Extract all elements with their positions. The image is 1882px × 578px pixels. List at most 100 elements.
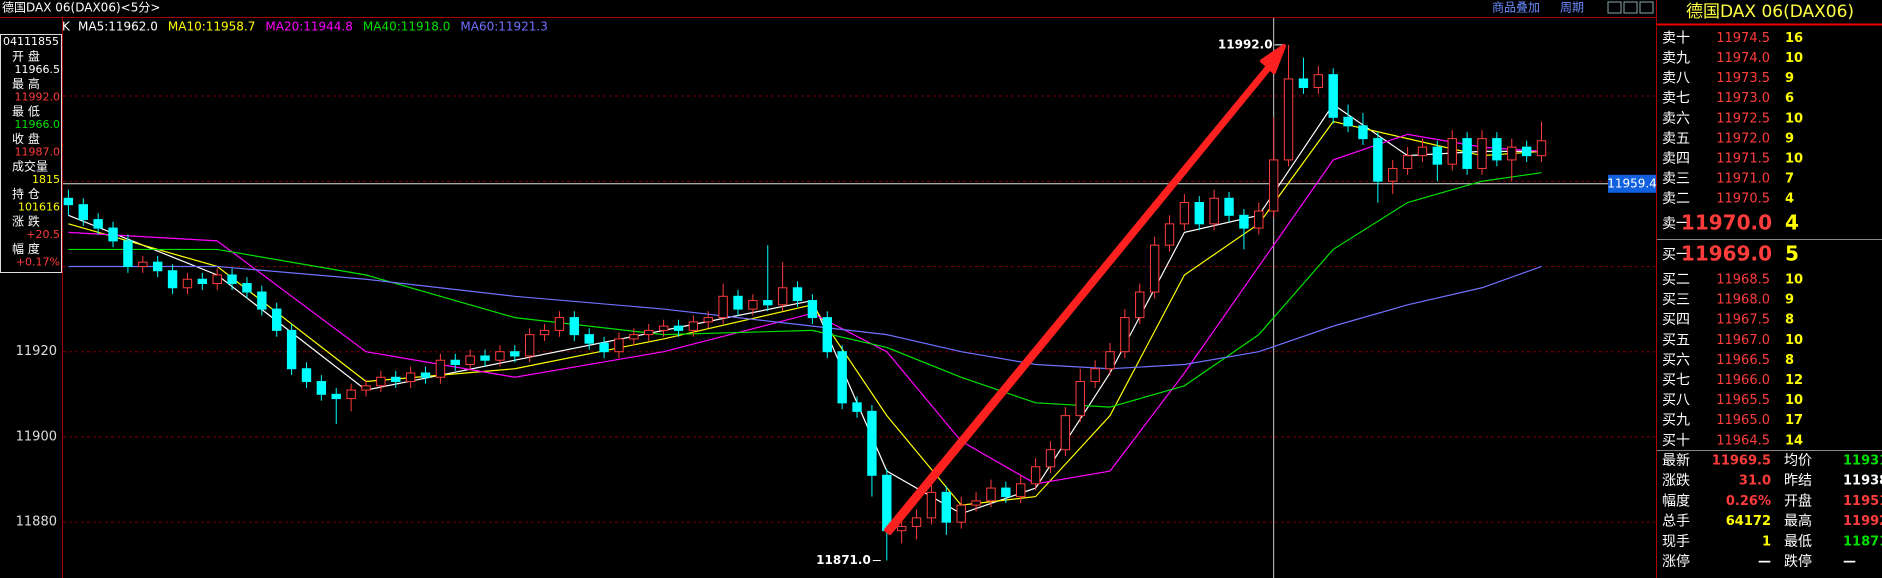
book-qty: 5 (1785, 242, 1799, 266)
quote-value: 64172 (1726, 514, 1771, 529)
candle-body (1179, 202, 1190, 225)
quote-value: 31.0 (1739, 474, 1771, 489)
y-tick-label: 11880 (16, 515, 57, 530)
book-label: 卖八 (1662, 71, 1690, 87)
annotation-label: 11992.0 (1218, 37, 1273, 51)
candle-body (673, 325, 684, 331)
candle-body (152, 261, 163, 272)
book-price: 11971.0 (1716, 172, 1770, 187)
period-button[interactable]: 周期 (1560, 1, 1584, 15)
quote-value: 1 (1762, 534, 1771, 549)
candle-body (1328, 74, 1338, 118)
quote-label: 幅度 (1662, 493, 1690, 509)
candle-body (971, 500, 981, 506)
candle-body (1492, 138, 1502, 161)
quote-value: — (1843, 555, 1856, 570)
book-qty: 14 (1785, 433, 1803, 448)
book-price: 11973.5 (1716, 71, 1770, 86)
candle-body (1239, 214, 1249, 229)
info-value: +0.17% (16, 256, 60, 269)
candle-body (480, 355, 490, 361)
candle-body (718, 295, 728, 319)
candle-body (1194, 202, 1204, 225)
candle-body (1045, 449, 1056, 468)
book-price: 11965.5 (1716, 393, 1770, 408)
quote-label: 昨结 (1784, 473, 1812, 489)
book-price: 11966.5 (1716, 353, 1770, 368)
candle-body (167, 270, 178, 289)
book-label: 卖二 (1662, 191, 1690, 207)
candle-body (1075, 381, 1085, 417)
book-label: 卖三 (1662, 171, 1690, 187)
book-qty: 10 (1785, 111, 1803, 126)
book-qty: 17 (1785, 413, 1803, 428)
info-value: 101616 (18, 201, 60, 214)
candle-body (896, 525, 907, 532)
book-label: 卖六 (1662, 111, 1690, 127)
overlay-button[interactable]: 商品叠加 (1492, 0, 1540, 15)
candle-body (242, 283, 252, 293)
candle-body (1402, 155, 1413, 169)
candle-body (837, 351, 847, 404)
candle-body (108, 227, 118, 242)
candle-body (688, 321, 699, 331)
book-label: 买五 (1662, 332, 1690, 348)
info-label: 开 盘 (12, 49, 40, 64)
book-label: 卖七 (1662, 91, 1690, 107)
quote-label: 涨停 (1662, 553, 1690, 570)
candle-body (212, 274, 222, 285)
candle-body (435, 359, 446, 378)
quote-label: 最新 (1662, 453, 1690, 469)
info-value: 11987.0 (15, 146, 61, 159)
candle-body (926, 491, 937, 519)
window-buttons (1607, 1, 1654, 14)
quote-label: 最低 (1784, 534, 1812, 550)
info-value: 1815 (32, 173, 60, 186)
legend-entry: MA60:11921.3 (460, 20, 548, 34)
book-label: 买一 (1662, 247, 1690, 263)
legend-entry: MA20:11944.8 (265, 20, 353, 34)
candle-body (63, 197, 74, 206)
book-price: 11972.5 (1716, 111, 1770, 126)
book-price: 11969.0 (1681, 242, 1772, 266)
book-qty: 8 (1785, 353, 1794, 368)
book-qty: 10 (1785, 333, 1803, 348)
candle-body (405, 372, 416, 383)
candle-body (703, 317, 713, 323)
candle-body (138, 261, 148, 267)
panel-title: 德国DAX 06(DAX06) (1686, 2, 1854, 22)
button[interactable] (1639, 1, 1654, 14)
candle-body (182, 278, 193, 289)
book-qty: 4 (1785, 211, 1799, 235)
info-label: 成交量 (12, 159, 48, 174)
book-label: 卖一 (1662, 216, 1690, 232)
annotation-label: 11871.0 (816, 553, 871, 567)
candle-body (1283, 78, 1294, 161)
candle-body (1164, 223, 1175, 246)
candle-body (257, 291, 267, 310)
candle-body (822, 317, 832, 353)
candle-body (1432, 146, 1443, 165)
button[interactable] (1607, 1, 1622, 14)
quote-value: 11931 (1843, 454, 1882, 469)
quote-label: 跌停 (1784, 553, 1812, 570)
candle-body (1298, 78, 1309, 88)
book-price: 11968.5 (1716, 273, 1770, 288)
info-label: 最 低 (12, 105, 40, 119)
book-price: 11965.0 (1716, 413, 1770, 428)
candle-body (361, 385, 371, 391)
candle-body (1060, 415, 1071, 451)
candle-body (539, 329, 550, 336)
candle-body (465, 355, 475, 365)
candle-body (763, 300, 773, 306)
quote-value: 11871 (1843, 534, 1882, 549)
book-price: 11970.5 (1716, 192, 1770, 207)
button[interactable] (1623, 1, 1638, 14)
candle-body (93, 219, 103, 229)
info-value: 11992.0 (15, 91, 61, 104)
info-label: 持 仓 (12, 186, 40, 201)
info-label: 幅 度 (12, 241, 40, 256)
candle-body (1030, 466, 1041, 485)
candle-body (807, 300, 818, 319)
